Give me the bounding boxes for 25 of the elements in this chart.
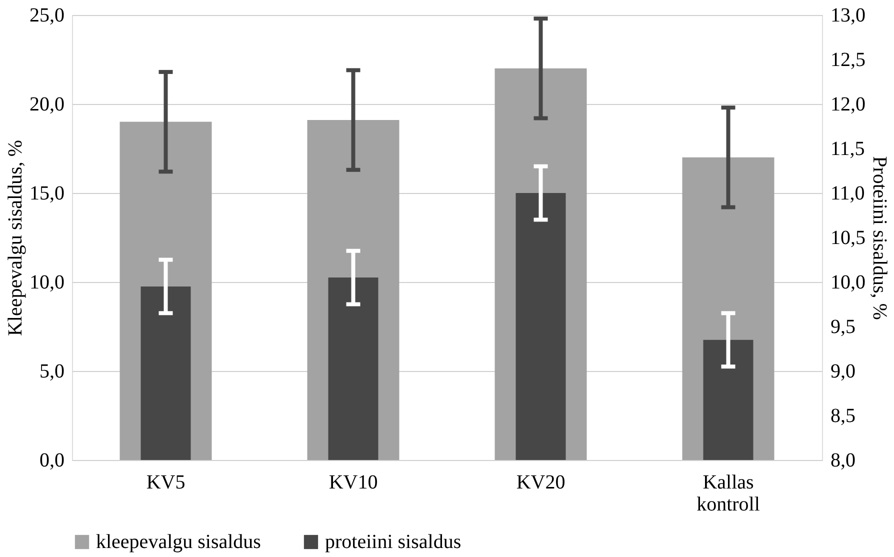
y-tick-label: 15,0 xyxy=(30,182,64,204)
x-tick-label: KV5 xyxy=(146,472,186,494)
y2-tick-label: 12,0 xyxy=(830,94,866,116)
y-tick-label: 25,0 xyxy=(30,4,64,26)
y-tick-label: 0,0 xyxy=(40,450,64,472)
y-tick-label: 5,0 xyxy=(40,360,64,382)
y2-tick-label: 9,5 xyxy=(830,316,856,338)
y-tick-label: 20,0 xyxy=(30,94,64,116)
legend-label: proteiini sisaldus xyxy=(325,531,462,553)
y2-tick-label: 10,0 xyxy=(830,272,866,294)
y-axis-title: Kleepevalgu sisaldus, % xyxy=(4,140,26,336)
y2-tick-label: 11,0 xyxy=(830,182,865,204)
y2-tick-label: 13,0 xyxy=(830,4,866,26)
x-tick-label: KV20 xyxy=(516,472,566,494)
y2-axis-title: Proteiini sisaldus, % xyxy=(868,156,890,320)
y2-tick-label: 10,5 xyxy=(830,227,866,249)
y2-tick-label: 12,5 xyxy=(830,49,866,71)
x-tick-label: KV10 xyxy=(328,472,378,494)
y2-tick-label: 11,5 xyxy=(830,138,865,160)
y2-tick-label: 8,0 xyxy=(830,450,856,472)
y2-tick-label: 9,0 xyxy=(830,360,856,382)
legend-label: kleepevalgu sisaldus xyxy=(96,531,262,553)
y-tick-label: 10,0 xyxy=(30,272,64,294)
x-tick-label: Kallas kontroll xyxy=(696,472,760,516)
y2-tick-label: 8,5 xyxy=(830,405,856,427)
